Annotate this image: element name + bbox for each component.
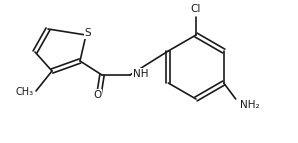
Text: CH₃: CH₃	[16, 87, 34, 97]
Text: S: S	[85, 28, 91, 38]
Text: O: O	[93, 90, 101, 100]
Text: Cl: Cl	[191, 4, 201, 14]
Text: NH: NH	[133, 69, 148, 79]
Text: NH₂: NH₂	[240, 100, 259, 110]
